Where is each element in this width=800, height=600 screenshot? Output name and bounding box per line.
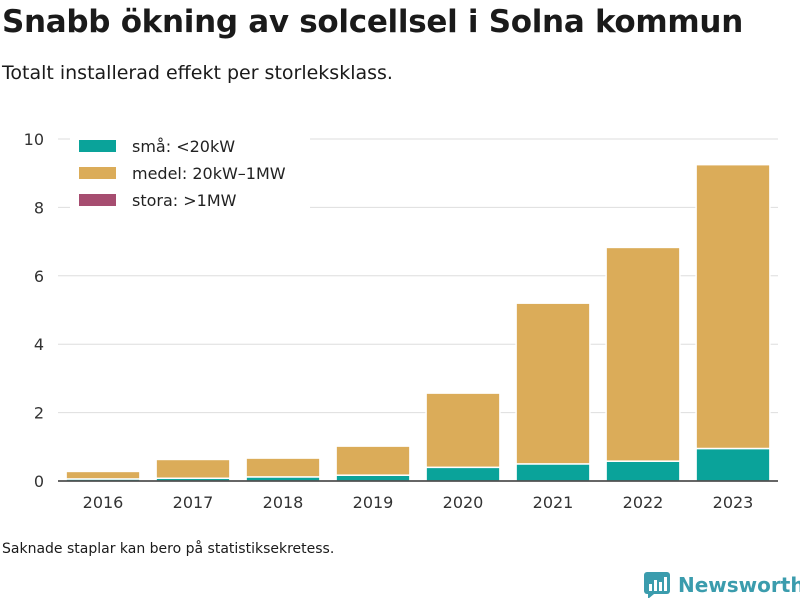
- x-tick-label: 2022: [623, 493, 664, 512]
- y-tick-label: 10: [24, 130, 44, 149]
- bar-chart-logo-icon: [644, 572, 670, 598]
- stacked-bar-chart: 0 2 4 6 8 10 2016 2017 2018 2019 2020 2021 2022 2023 s…: [24, 130, 778, 512]
- x-tick-label: 2023: [713, 493, 754, 512]
- x-tick-label: 2021: [533, 493, 574, 512]
- chart-subtitle: Totalt installerad effekt per storlekskl…: [2, 62, 393, 84]
- bar-segment-series-1: [65, 470, 141, 480]
- legend-swatch: [79, 194, 116, 206]
- bar-segment-series-1: [335, 445, 411, 476]
- x-tick-label: 2018: [263, 493, 304, 512]
- bar-segment-series-1: [605, 246, 681, 462]
- bar-segment-series-1: [515, 302, 591, 465]
- legend-label: medel: 20kW–1MW: [132, 164, 286, 183]
- bar-segment-series-1: [425, 392, 501, 469]
- legend-label: stora: >1MW: [132, 191, 237, 210]
- y-tick-label: 4: [34, 335, 44, 354]
- x-tick-label: 2017: [173, 493, 214, 512]
- legend-swatch: [79, 140, 116, 152]
- chart-title: Snabb ökning av solcellsel i Solna kommu…: [2, 4, 743, 40]
- x-tick-label: 2016: [83, 493, 124, 512]
- legend-swatch: [79, 167, 116, 179]
- bar-segment-series-0: [515, 463, 591, 482]
- legend-label: små: <20kW: [132, 137, 235, 156]
- bar-segment-series-0: [335, 474, 411, 482]
- footnote: Saknade staplar kan bero på statistiksek…: [2, 541, 335, 557]
- x-tick-label: 2020: [443, 493, 484, 512]
- y-tick-label: 6: [34, 267, 44, 286]
- bar-segment-series-1: [155, 458, 231, 480]
- y-tick-label: 8: [34, 198, 44, 217]
- bar-segment-series-1: [245, 457, 321, 478]
- brand-name: Newsworthy: [678, 573, 800, 597]
- brand-logo: Newsworthy: [644, 570, 800, 600]
- y-tick-label: 0: [34, 472, 44, 491]
- bar-segment-series-0: [605, 460, 681, 482]
- y-tick-label: 2: [34, 404, 44, 423]
- bar-segment-series-1: [695, 163, 771, 450]
- bar-segment-series-0: [425, 466, 501, 482]
- bar-segment-series-0: [695, 447, 771, 482]
- x-tick-label: 2019: [353, 493, 394, 512]
